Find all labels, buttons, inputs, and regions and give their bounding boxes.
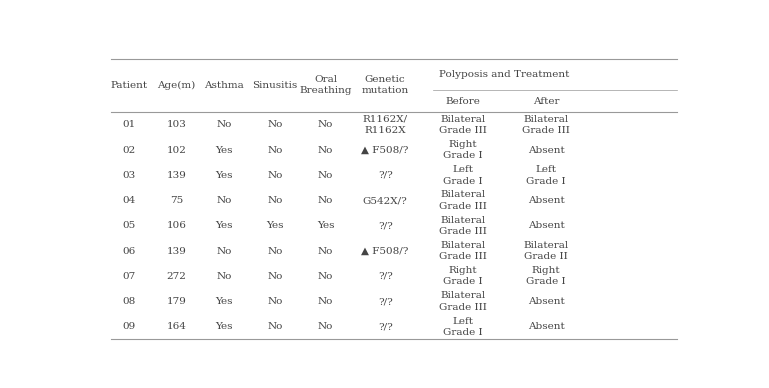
Text: Bilateral
Grade III: Bilateral Grade III bbox=[438, 291, 487, 312]
Text: Polyposis and Treatment: Polyposis and Treatment bbox=[439, 70, 570, 79]
Text: ?/?: ?/? bbox=[378, 171, 392, 180]
Text: 106: 106 bbox=[167, 221, 187, 230]
Text: No: No bbox=[217, 120, 232, 130]
Text: Left
Grade I: Left Grade I bbox=[443, 317, 482, 337]
Text: 103: 103 bbox=[167, 120, 187, 130]
Text: No: No bbox=[318, 146, 333, 155]
Text: Left
Grade I: Left Grade I bbox=[443, 165, 482, 185]
Text: Right
Grade I: Right Grade I bbox=[443, 266, 482, 286]
Text: No: No bbox=[268, 246, 282, 256]
Text: Absent: Absent bbox=[528, 221, 564, 230]
Text: Yes: Yes bbox=[215, 146, 233, 155]
Text: No: No bbox=[217, 246, 232, 256]
Text: No: No bbox=[318, 120, 333, 130]
Text: ?/?: ?/? bbox=[378, 297, 392, 306]
Text: G542X/?: G542X/? bbox=[363, 196, 408, 205]
Text: 04: 04 bbox=[122, 196, 135, 205]
Text: 139: 139 bbox=[167, 171, 187, 180]
Text: No: No bbox=[318, 272, 333, 281]
Text: Yes: Yes bbox=[317, 221, 335, 230]
Text: Absent: Absent bbox=[528, 322, 564, 331]
Text: Right
Grade I: Right Grade I bbox=[443, 140, 482, 160]
Text: 102: 102 bbox=[167, 146, 187, 155]
Text: Bilateral
Grade III: Bilateral Grade III bbox=[438, 241, 487, 261]
Text: No: No bbox=[217, 196, 232, 205]
Text: No: No bbox=[268, 322, 282, 331]
Text: Absent: Absent bbox=[528, 297, 564, 306]
Text: No: No bbox=[318, 246, 333, 256]
Text: ?/?: ?/? bbox=[378, 322, 392, 331]
Text: No: No bbox=[268, 146, 282, 155]
Text: No: No bbox=[318, 322, 333, 331]
Text: 272: 272 bbox=[167, 272, 187, 281]
Text: Yes: Yes bbox=[215, 221, 233, 230]
Text: 03: 03 bbox=[122, 171, 135, 180]
Text: No: No bbox=[268, 120, 282, 130]
Text: 179: 179 bbox=[167, 297, 187, 306]
Text: 06: 06 bbox=[122, 246, 135, 256]
Text: Asthma: Asthma bbox=[205, 81, 244, 90]
Text: 07: 07 bbox=[122, 272, 135, 281]
Text: R1162X/
R1162X: R1162X/ R1162X bbox=[363, 115, 408, 135]
Text: Sinusitis: Sinusitis bbox=[252, 81, 298, 90]
Text: Bilateral
Grade III: Bilateral Grade III bbox=[522, 115, 570, 135]
Text: 05: 05 bbox=[122, 221, 135, 230]
Text: 02: 02 bbox=[122, 146, 135, 155]
Text: Yes: Yes bbox=[215, 297, 233, 306]
Text: Yes: Yes bbox=[215, 322, 233, 331]
Text: 01: 01 bbox=[122, 120, 135, 130]
Text: ?/?: ?/? bbox=[378, 221, 392, 230]
Text: Oral
Breathing: Oral Breathing bbox=[299, 75, 352, 95]
Text: No: No bbox=[318, 297, 333, 306]
Text: Bilateral
Grade III: Bilateral Grade III bbox=[438, 216, 487, 236]
Text: Right
Grade I: Right Grade I bbox=[526, 266, 566, 286]
Text: Patient: Patient bbox=[110, 81, 148, 90]
Text: Bilateral
Grade II: Bilateral Grade II bbox=[524, 241, 569, 261]
Text: No: No bbox=[268, 272, 282, 281]
Text: Bilateral
Grade III: Bilateral Grade III bbox=[438, 191, 487, 211]
Text: No: No bbox=[268, 196, 282, 205]
Text: No: No bbox=[268, 297, 282, 306]
Text: After: After bbox=[533, 97, 559, 106]
Text: 75: 75 bbox=[170, 196, 183, 205]
Text: 09: 09 bbox=[122, 322, 135, 331]
Text: Before: Before bbox=[445, 97, 480, 106]
Text: Genetic
mutation: Genetic mutation bbox=[361, 75, 409, 95]
Text: Left
Grade I: Left Grade I bbox=[526, 165, 566, 185]
Text: Bilateral
Grade III: Bilateral Grade III bbox=[438, 115, 487, 135]
Text: No: No bbox=[318, 171, 333, 180]
Text: No: No bbox=[268, 171, 282, 180]
Text: ▲ F508/?: ▲ F508/? bbox=[361, 146, 409, 155]
Text: Yes: Yes bbox=[215, 171, 233, 180]
Text: Age(m): Age(m) bbox=[158, 81, 195, 90]
Text: No: No bbox=[217, 272, 232, 281]
Text: ?/?: ?/? bbox=[378, 272, 392, 281]
Text: Absent: Absent bbox=[528, 196, 564, 205]
Text: Absent: Absent bbox=[528, 146, 564, 155]
Text: ▲ F508/?: ▲ F508/? bbox=[361, 246, 409, 256]
Text: 139: 139 bbox=[167, 246, 187, 256]
Text: 08: 08 bbox=[122, 297, 135, 306]
Text: Yes: Yes bbox=[266, 221, 284, 230]
Text: 164: 164 bbox=[167, 322, 187, 331]
Text: No: No bbox=[318, 196, 333, 205]
